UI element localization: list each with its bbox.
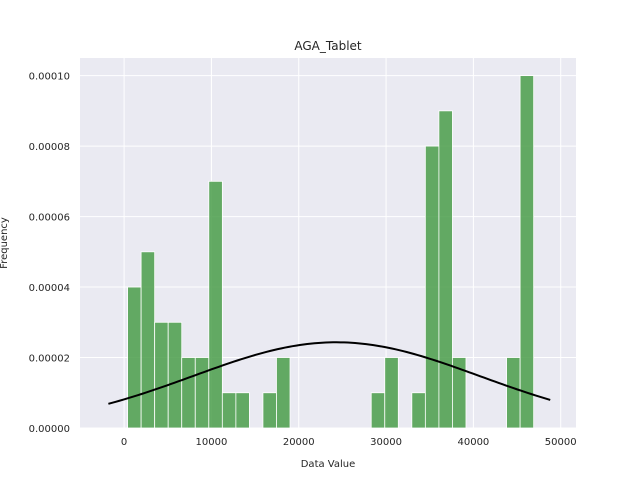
normal-curve [108, 341, 551, 405]
histogram-bar [384, 357, 399, 429]
x-tick-label: 0 [121, 437, 127, 448]
histogram-bar [235, 392, 250, 429]
x-tick-label: 30000 [370, 437, 402, 448]
x-tick-label: 50000 [545, 437, 577, 448]
histogram-bar [167, 321, 183, 429]
histogram-bar [519, 75, 535, 429]
y-tick-label: 0.00010 [29, 72, 70, 83]
histogram-bar [154, 321, 169, 429]
histogram-bar [127, 286, 142, 429]
y-tick-label: 0.00006 [29, 213, 70, 224]
y-tick-label: 0.00004 [29, 283, 70, 294]
y-tick-label: 0.00008 [29, 142, 70, 153]
histogram-bar [194, 357, 210, 429]
histogram-bars [127, 75, 535, 429]
histogram-bar [208, 180, 223, 429]
chart-title: AGA_Tablet [294, 39, 362, 53]
x-tick-label: 10000 [196, 437, 228, 448]
y-tick-label: 0.00002 [29, 354, 70, 365]
histogram-bar [452, 357, 467, 429]
y-axis-label: Frequency [0, 217, 10, 269]
histogram-bar [411, 392, 426, 429]
histogram-bar [276, 357, 291, 429]
histogram-bar [438, 110, 453, 429]
histogram-bar [262, 392, 277, 429]
histogram-bar [181, 357, 196, 429]
x-tick-label: 40000 [457, 437, 489, 448]
histogram-bar [506, 357, 521, 429]
x-tick-labels: 0 10000 20000 30000 40000 50000 [121, 437, 577, 448]
histogram-bar [370, 392, 386, 429]
x-axis-label: Data Value [301, 459, 356, 470]
histogram-bar [424, 145, 440, 429]
x-tick-label: 20000 [283, 437, 315, 448]
histogram-bar [140, 251, 156, 429]
y-tick-labels: 0.00000 0.00002 0.00004 0.00006 0.00008 0.000… [29, 72, 70, 435]
y-tick-label: 0.00000 [29, 424, 70, 435]
histogram-bar [221, 392, 237, 429]
